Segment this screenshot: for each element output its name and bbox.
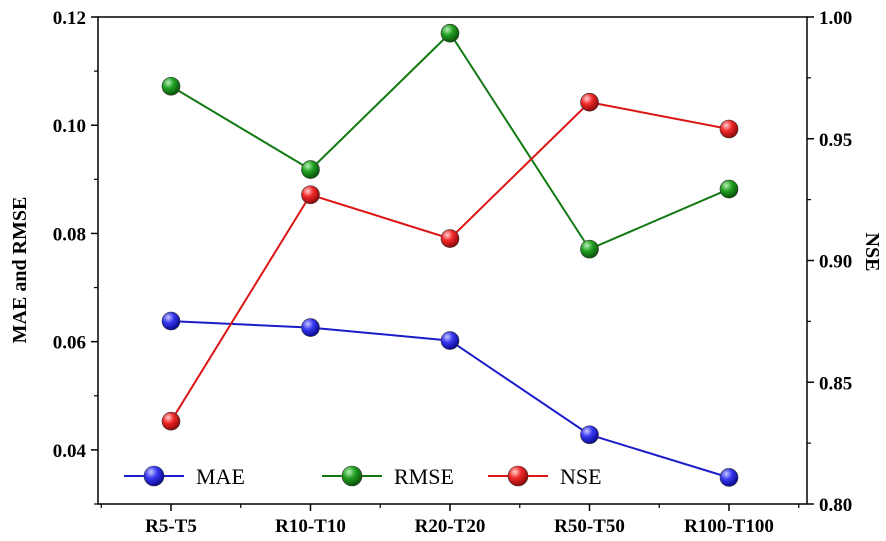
nse-point [719, 119, 739, 139]
right-y-tick-label: 0.80 [819, 495, 852, 516]
left-y-tick-label: 0.12 [53, 8, 86, 29]
left-y-axis: 0.04 0.06 0.08 0.10 0.12 [53, 8, 98, 505]
mae-legend-label: MAE [196, 464, 245, 489]
rmse-legend-marker [341, 465, 363, 487]
right-y-axis: 0.80 0.85 0.90 0.95 1.00 [807, 8, 852, 516]
rmse-line [170, 31, 730, 251]
right-y-tick-label: 1.00 [819, 8, 852, 29]
nse-point [580, 92, 599, 112]
x-tick-label: R5-T5 [145, 516, 197, 537]
legend: MAE RMSE NSE [124, 464, 602, 489]
rmse-point [580, 239, 599, 259]
x-tick-label: R50-T50 [554, 516, 625, 537]
rmse-point [301, 160, 320, 179]
mae-legend-marker [143, 465, 165, 487]
left-y-tick-label: 0.10 [53, 116, 86, 137]
rmse-legend-label: RMSE [394, 464, 454, 489]
left-y-tick-label: 0.04 [53, 441, 87, 462]
mae-point [161, 311, 181, 331]
right-y-axis-title: NSE [861, 233, 883, 272]
right-y-tick-label: 0.95 [819, 130, 852, 151]
mae-point [440, 331, 460, 350]
nse-point [440, 229, 460, 248]
nse-legend-marker [507, 465, 529, 487]
left-y-tick-label: 0.06 [53, 333, 86, 354]
rmse-point [719, 179, 739, 199]
right-y-tick-label: 0.90 [819, 252, 852, 273]
nse-point [161, 411, 181, 431]
x-tick-label: R100-T100 [684, 516, 774, 537]
x-tick-label: R20-T20 [415, 516, 486, 537]
right-y-tick-label: 0.85 [819, 373, 852, 394]
nse-point [301, 185, 320, 205]
left-y-tick-label: 0.08 [53, 224, 86, 245]
plot-area [97, 16, 808, 505]
mae-point [301, 318, 320, 337]
left-y-axis-title: MAE and RMSE [9, 197, 31, 344]
x-axis: R5-T5 R10-T10 R20-T20 R50-T50 R100-T100 [100, 504, 800, 537]
rmse-point [440, 23, 460, 43]
rmse-point [161, 76, 181, 96]
x-tick-label: R10-T10 [275, 516, 346, 537]
nse-line [170, 101, 730, 422]
nse-legend-label: NSE [560, 464, 602, 489]
series-layer [161, 23, 739, 487]
mae-point [580, 425, 599, 445]
mae-point [719, 468, 739, 487]
